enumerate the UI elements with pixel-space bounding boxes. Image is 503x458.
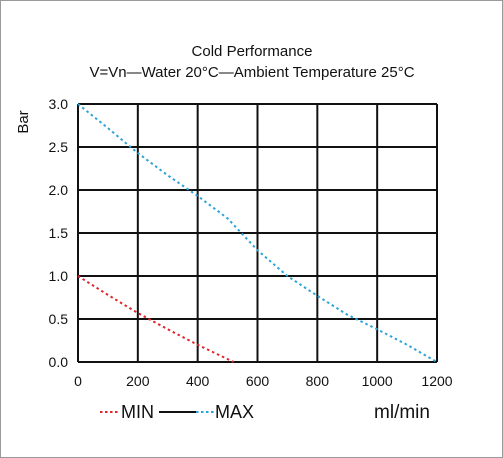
x-tick-label: 800 (306, 373, 330, 389)
chart-title: Cold Performance (192, 43, 313, 60)
y-tick-label: 2.0 (49, 182, 69, 198)
y-tick-label: 0.5 (49, 311, 69, 327)
x-tick-label: 600 (246, 373, 270, 389)
series-line-min (77, 275, 235, 363)
legend-label-min: MIN (121, 402, 154, 422)
y-tick-label: 3.0 (49, 96, 69, 112)
series-lines (77, 103, 438, 363)
y-tick-label: 0.0 (49, 354, 69, 370)
x-tick-label: 400 (186, 373, 210, 389)
x-tick-label: 1200 (421, 373, 452, 389)
y-axis-label: Bar (15, 110, 32, 133)
chart-subtitle: V=Vn—Water 20°C—Ambient Temperature 25°C (89, 64, 414, 81)
x-axis-label: ml/min (374, 402, 430, 423)
x-tick-label: 1000 (362, 373, 393, 389)
y-tick-label: 1.5 (49, 225, 69, 241)
y-tick-label: 2.5 (49, 139, 69, 155)
y-tick-label: 1.0 (49, 268, 69, 284)
x-tick-label: 0 (74, 373, 82, 389)
x-tick-label: 200 (126, 373, 150, 389)
tick-labels: 0 200 400 600 800 1000 1200 0.0 0.5 1.0 1.5 2.0 2.5 3… (49, 96, 453, 389)
grid (77, 103, 438, 363)
legend: MIN MAX (100, 402, 254, 422)
series-line-max (77, 103, 438, 363)
legend-label-max: MAX (215, 402, 254, 422)
